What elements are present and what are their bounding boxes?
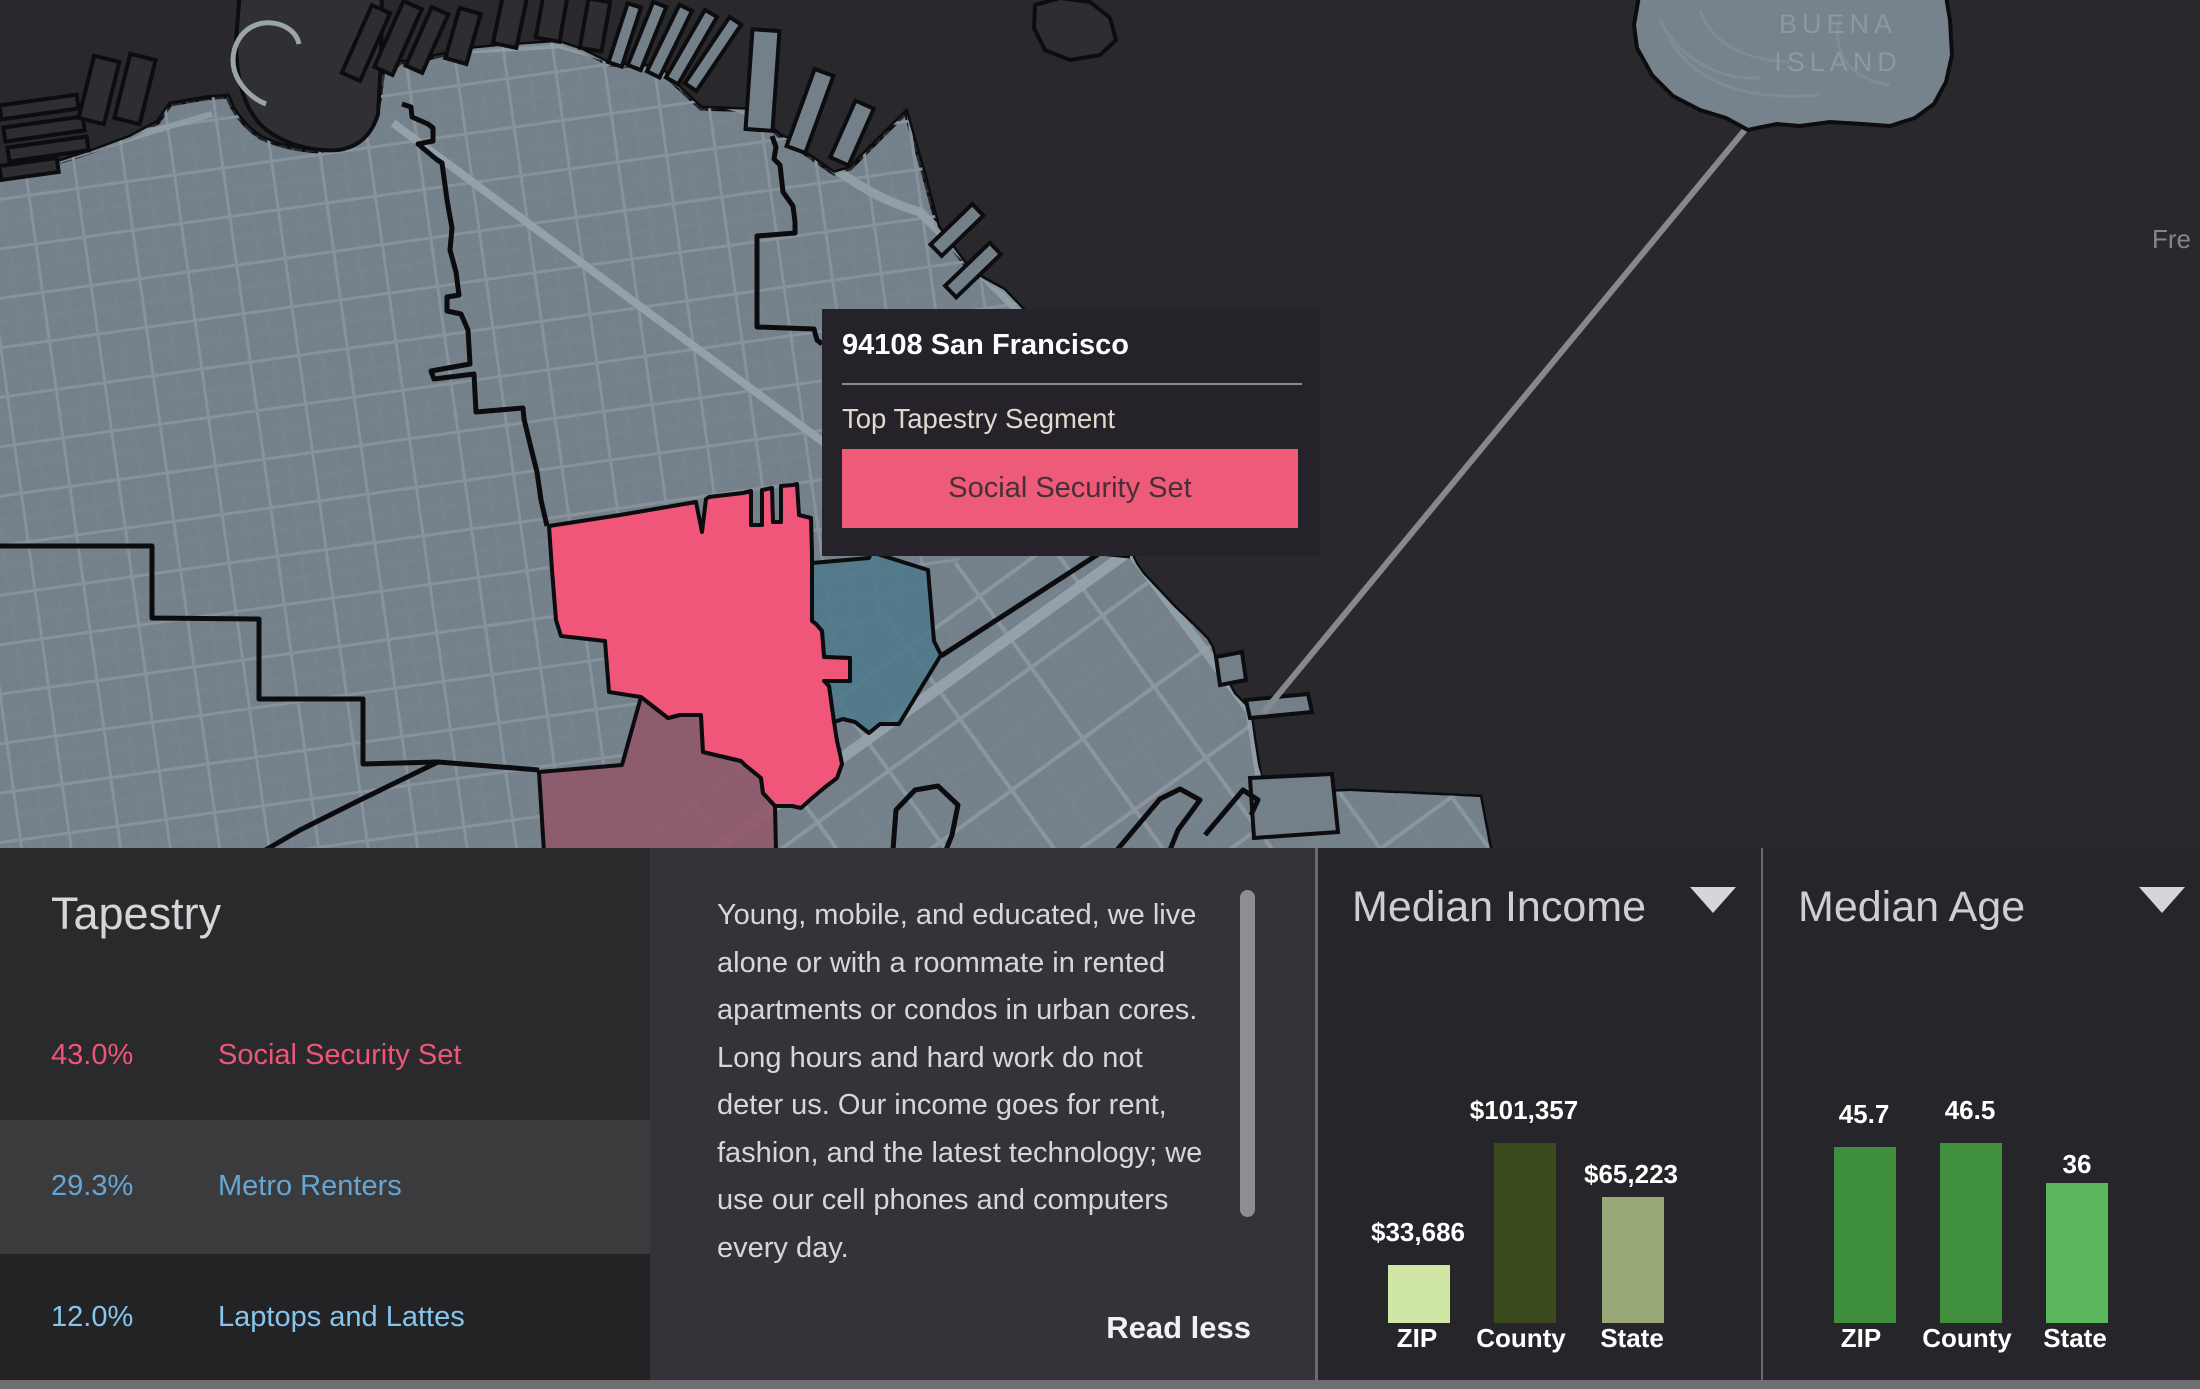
svg-text:Fre: Fre bbox=[2152, 224, 2191, 254]
svg-text:ISLAND: ISLAND bbox=[1774, 47, 1902, 77]
svg-text:BUENA: BUENA bbox=[1779, 9, 1897, 39]
